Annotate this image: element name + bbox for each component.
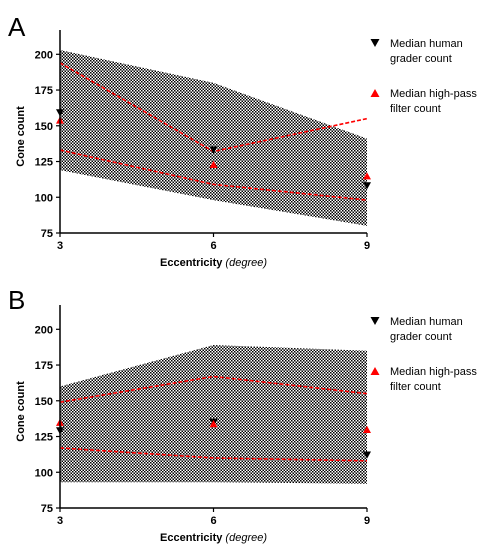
human-grader-marker	[363, 182, 371, 190]
confidence-band	[60, 50, 367, 226]
y-tick-label: 175	[35, 85, 53, 97]
y-tick-label: 200	[35, 49, 53, 61]
legend-label: filter count	[390, 103, 441, 115]
y-tick-label: 125	[35, 157, 53, 169]
x-tick-label: 9	[364, 515, 370, 527]
legend-label: Median high-pass	[390, 88, 477, 100]
legend-marker	[370, 316, 380, 326]
legend-marker	[370, 88, 380, 98]
legend-marker	[370, 38, 380, 48]
human-grader-marker	[363, 451, 371, 459]
chart-panel-a: A 75 100 125 150 175 200 3 6 9 Eccentricity (degre…	[8, 12, 477, 269]
y-tick-label: 100	[35, 467, 53, 479]
y-tick-label: 175	[35, 360, 53, 372]
red-lower-line	[59, 149, 368, 201]
y-tick-label: 200	[35, 324, 53, 336]
legend-label: grader count	[390, 331, 452, 343]
legend-marker	[370, 366, 380, 376]
y-axis-label: Cone count	[15, 106, 27, 167]
chart-panel-b: B 75 100 125 150 175 200 3 6 9 Eccentricity (degre…	[8, 285, 477, 544]
legend-label: Median human	[390, 316, 463, 328]
x-axis-label: Eccentricity (degree)	[160, 532, 267, 544]
highpass-filter-marker	[363, 425, 371, 433]
highpass-filter-marker	[363, 172, 371, 180]
red-lower-line	[59, 447, 368, 462]
x-tick-label: 3	[57, 240, 63, 252]
y-tick-label: 100	[35, 192, 53, 204]
y-tick-label: 75	[41, 503, 53, 515]
x-tick-label: 3	[57, 515, 63, 527]
y-axis-label: Cone count	[15, 381, 27, 442]
panel-letter: A	[8, 12, 26, 42]
legend-label: filter count	[390, 381, 441, 393]
legend-label: Median human	[390, 38, 463, 50]
human-grader-marker	[209, 146, 218, 154]
confidence-band	[60, 345, 367, 484]
y-tick-label: 150	[35, 396, 53, 408]
y-tick-label: 125	[35, 432, 53, 444]
x-tick-label: 6	[210, 240, 216, 252]
red-upper-line	[59, 375, 368, 403]
x-tick-label: 6	[210, 515, 216, 527]
highpass-filter-marker	[209, 420, 218, 428]
panel-letter: B	[8, 285, 25, 315]
legend-label: Median high-pass	[390, 366, 477, 378]
x-axis-label: Eccentricity (degree)	[160, 257, 267, 269]
highpass-filter-marker	[209, 160, 218, 168]
y-tick-label: 150	[35, 121, 53, 133]
y-tick-label: 75	[41, 228, 53, 240]
x-tick-label: 9	[364, 240, 370, 252]
legend-label: grader count	[390, 53, 452, 65]
